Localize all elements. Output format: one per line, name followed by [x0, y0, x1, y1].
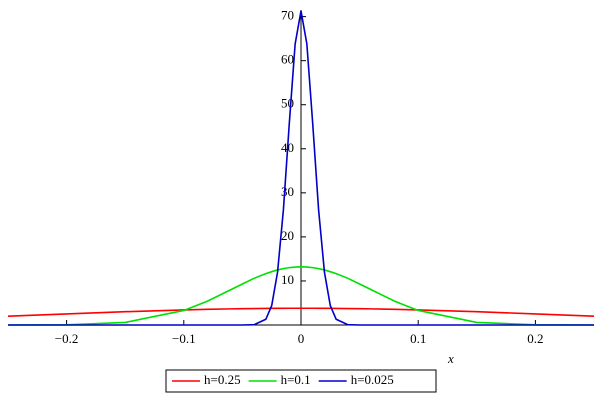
legend-label: h=0.1 — [281, 372, 311, 387]
x-axis-label: x — [447, 351, 454, 366]
legend-label: h=0.025 — [351, 372, 394, 387]
line-series — [7, 307, 595, 317]
x-tick-label: 0 — [298, 331, 305, 346]
y-tick-label: 50 — [281, 96, 294, 111]
y-tick-label: 30 — [281, 184, 294, 199]
x-tick-label: 0.2 — [527, 331, 543, 346]
y-tick-label: 20 — [281, 228, 294, 243]
x-tick-label: −0.2 — [55, 331, 79, 346]
legend-label: h=0.25 — [204, 372, 241, 387]
line-series — [8, 10, 594, 326]
y-tick-label: 60 — [281, 52, 294, 67]
line-series — [7, 266, 595, 326]
x-tick-label: 0.1 — [410, 331, 426, 346]
y-tick-label: 10 — [281, 272, 294, 287]
legend-box — [165, 369, 437, 393]
y-tick-label: 70 — [281, 8, 294, 23]
x-tick-label: −0.1 — [172, 331, 196, 346]
